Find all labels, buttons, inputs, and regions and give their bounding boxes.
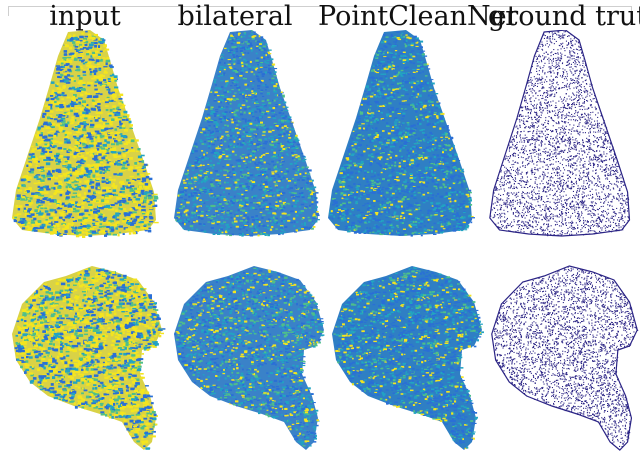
statue-bilateral-render xyxy=(168,30,328,240)
statue-ground-truth-render xyxy=(484,30,640,240)
column-headers: input bilateral PointCleanNet ground tru… xyxy=(0,0,640,34)
results-grid xyxy=(0,30,640,454)
point-cloud xyxy=(329,31,475,237)
point-cloud xyxy=(490,31,630,237)
point-cloud xyxy=(12,30,159,238)
column-title-pointcleannet: PointCleanNet xyxy=(318,1,518,32)
point-cloud xyxy=(174,267,325,447)
column-title-bilateral: bilateral xyxy=(177,1,293,32)
point-cloud xyxy=(14,268,166,450)
statue-pointcleannet-render xyxy=(322,30,482,240)
dragon-bilateral-render xyxy=(166,246,326,454)
point-cloud xyxy=(175,30,320,237)
silhouette xyxy=(12,30,156,236)
silhouette xyxy=(491,265,638,451)
dragon-ground-truth-render xyxy=(484,246,640,454)
point-cloud xyxy=(333,267,484,449)
column-title-ground-truth: ground truth xyxy=(488,1,640,32)
column-title-input: input xyxy=(49,1,121,32)
point-cloud xyxy=(493,266,639,448)
frame-left-tick xyxy=(8,6,9,16)
statue-input-render xyxy=(6,30,166,240)
frame-top-line xyxy=(8,6,632,7)
frame-right-tick xyxy=(631,6,632,16)
dragon-input-render xyxy=(4,246,168,454)
dragon-pointcleannet-render xyxy=(324,246,484,454)
